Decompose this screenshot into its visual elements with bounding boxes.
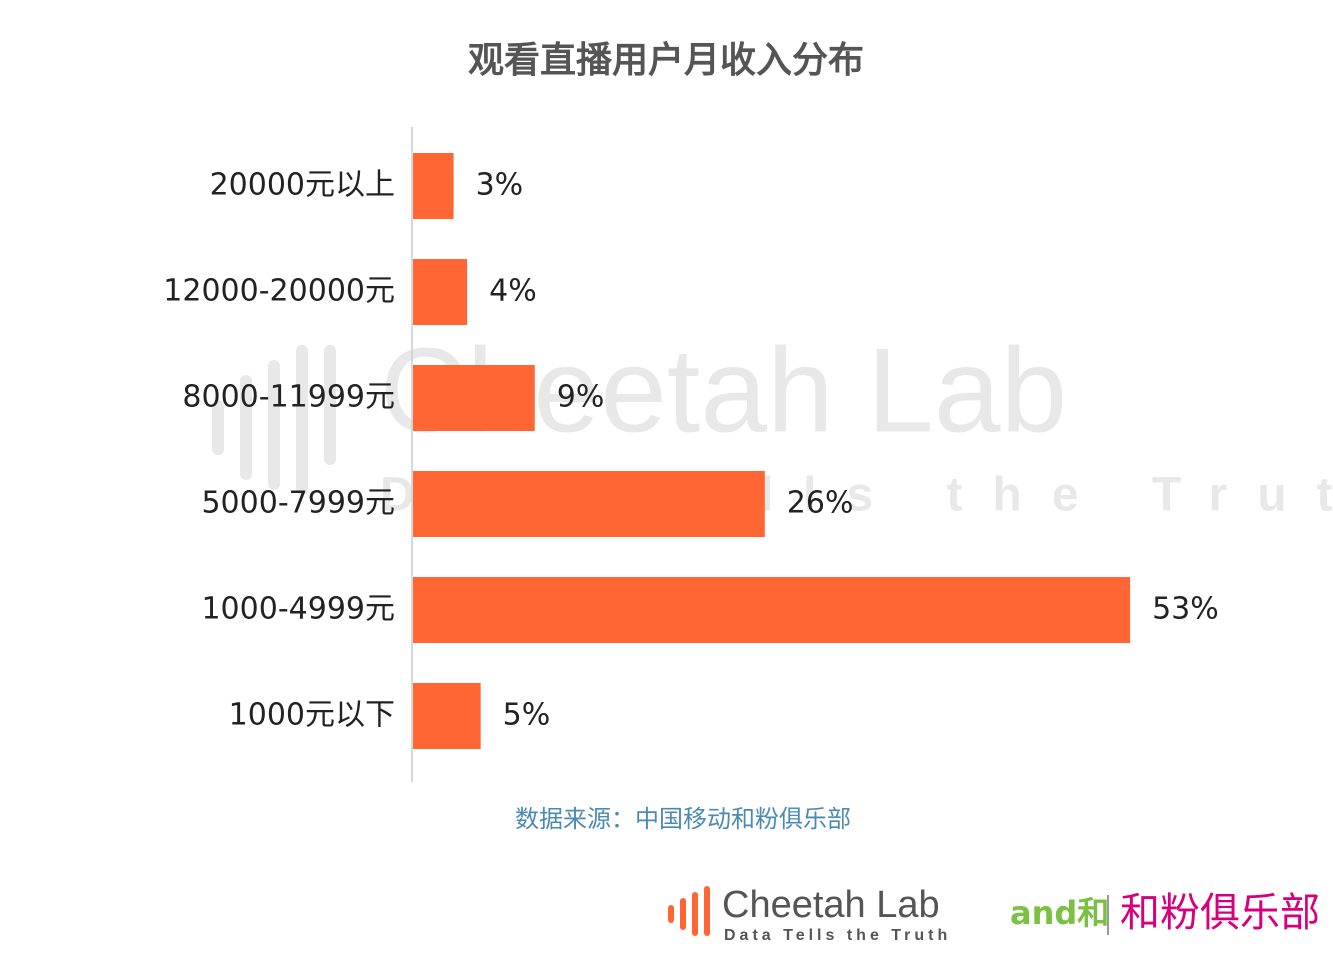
category-label: 5000-7999元 [201,486,395,521]
bar [413,365,535,431]
watermark-logo [296,345,308,495]
value-label: 26% [787,486,854,521]
source-note: 数据来源：中国移动和粉俱乐部 [515,805,851,833]
bar [413,471,765,537]
category-label: 1000元以下 [229,698,395,733]
footer-brand-name: Cheetah Lab [722,884,940,926]
watermark-logo [268,360,280,490]
value-label: 53% [1152,592,1219,627]
watermark-logo [240,375,252,480]
bar [413,153,454,219]
category-label: 8000-11999元 [182,380,395,415]
value-label: 5% [503,698,551,733]
value-label: 3% [476,168,524,203]
bar [413,259,468,325]
category-label: 12000-20000元 [163,274,395,309]
chart-title: 观看直播用户月收入分布 [468,40,864,81]
bar [413,683,481,749]
category-label: 20000元以上 [210,168,395,203]
watermark-logo [212,400,224,455]
category-label: 1000-4999元 [201,592,395,627]
partner-name: 和粉俱乐部 [1120,890,1320,936]
value-label: 4% [489,274,537,309]
brand-logo [668,905,674,923]
brand-logo [680,898,686,930]
value-label: 9% [557,380,605,415]
watermark-logo [324,345,336,465]
footer-brand [668,886,710,936]
bar [413,577,1131,643]
partner-mark: and和 [1010,894,1109,932]
footer-tagline: Data Tells the Truth [724,927,951,944]
brand-logo [692,892,698,936]
brand-logo [704,886,710,936]
